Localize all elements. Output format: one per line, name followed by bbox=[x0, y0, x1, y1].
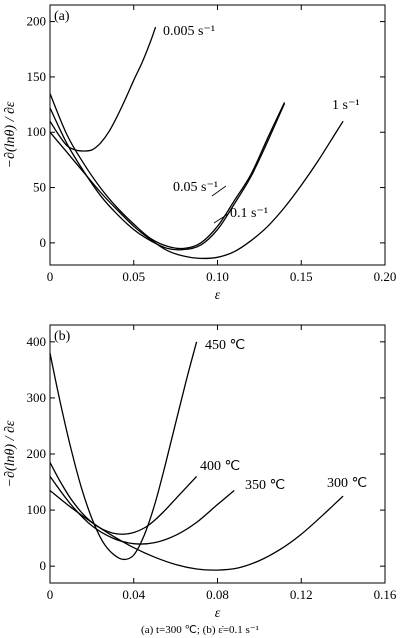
series-annotation-4: 300 ℃ bbox=[327, 476, 367, 491]
y-tick-label: 400 bbox=[27, 334, 47, 349]
x-tick-label: 0.08 bbox=[206, 587, 229, 602]
y-tick-label: 300 bbox=[27, 390, 47, 405]
x-axis-title: ε bbox=[215, 288, 221, 303]
panel-b: 0 0.04 0.08 0.12 0.16 0 100 200 300 400 ε −∂(lnθ) /… bbox=[3, 324, 397, 621]
x-tick-label: 0.04 bbox=[122, 587, 145, 602]
series-line-3 bbox=[49, 476, 235, 545]
figure-caption: (a) t=300 ℃; (b) ε̇=0.1 s⁻¹ bbox=[141, 624, 259, 636]
series-annotation-2: 400 ℃ bbox=[200, 459, 240, 474]
y-tick-label: 0 bbox=[40, 235, 47, 250]
series-annotation-1: 0.005 s⁻¹ bbox=[163, 24, 215, 39]
series-line-2 bbox=[49, 462, 198, 535]
series-line-1 bbox=[49, 26, 157, 152]
series-annotation-3: 350 ℃ bbox=[245, 478, 285, 493]
series-annotation-4: 1 s⁻¹ bbox=[332, 98, 360, 113]
y-tick-label: 200 bbox=[27, 446, 47, 461]
series-annotation-3: 0.1 s⁻¹ bbox=[230, 206, 268, 221]
y-tick-label: 50 bbox=[33, 180, 46, 195]
y-tick-label: 200 bbox=[27, 14, 47, 29]
y-tick-label: 100 bbox=[27, 124, 47, 139]
series-annotation-1: 450 ℃ bbox=[205, 338, 245, 353]
series-line-4 bbox=[49, 120, 344, 260]
series-annotation-2: 0.05 s⁻¹ bbox=[173, 180, 218, 195]
plot-frame bbox=[49, 324, 386, 584]
series-line-1 bbox=[49, 341, 198, 561]
annotation-leader-2 bbox=[211, 185, 227, 197]
x-tick-label: 0 bbox=[47, 269, 54, 284]
x-tick-label: 0 bbox=[47, 587, 54, 602]
x-tick-label: 0.16 bbox=[374, 587, 397, 602]
series-line-4 bbox=[49, 489, 344, 571]
y-axis-title: −∂(lnθ) / ∂ε bbox=[3, 420, 18, 487]
panel-label: (a) bbox=[54, 9, 70, 24]
annotation-leader-3 bbox=[213, 213, 229, 224]
x-tick-label: 0.12 bbox=[290, 587, 313, 602]
x-tick-label: 0.20 bbox=[374, 269, 397, 284]
y-tick-label: 150 bbox=[27, 69, 47, 84]
panel-label: (b) bbox=[54, 329, 71, 344]
panel-a: 0 0.05 0.10 0.15 0.20 0 50 100 150 200 ε −∂(lnθ) / … bbox=[3, 4, 397, 303]
x-tick-label: 0.10 bbox=[206, 269, 229, 284]
y-tick-label: 100 bbox=[27, 502, 47, 517]
series-line-2 bbox=[49, 93, 286, 250]
x-tick-label: 0.15 bbox=[290, 269, 313, 284]
y-axis-title: −∂(lnθ) / ∂ε bbox=[3, 101, 18, 168]
x-axis-title: ε bbox=[215, 606, 221, 621]
x-tick-label: 0.05 bbox=[122, 269, 145, 284]
y-tick-label: 0 bbox=[40, 558, 47, 573]
